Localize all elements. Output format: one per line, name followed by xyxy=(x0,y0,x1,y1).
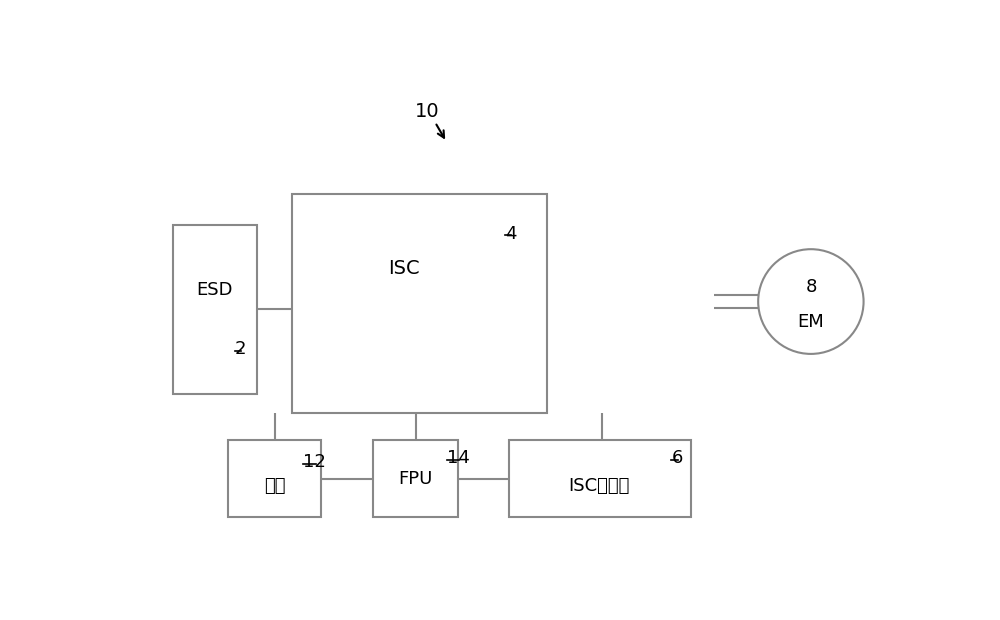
Text: ESD: ESD xyxy=(197,281,233,299)
Text: ISC: ISC xyxy=(388,259,420,278)
Text: 2: 2 xyxy=(235,340,247,358)
Bar xyxy=(292,193,547,413)
Text: ISC控制器: ISC控制器 xyxy=(569,477,630,495)
Circle shape xyxy=(758,249,864,354)
Text: 底盘: 底盘 xyxy=(264,477,285,495)
Text: EM: EM xyxy=(798,313,824,331)
Text: 10: 10 xyxy=(415,102,440,121)
Text: 12: 12 xyxy=(303,453,326,471)
Text: FPU: FPU xyxy=(398,470,433,488)
Text: 4: 4 xyxy=(505,224,516,242)
Text: 6: 6 xyxy=(671,450,683,467)
Bar xyxy=(228,440,321,517)
Text: 14: 14 xyxy=(447,450,470,467)
Text: 8: 8 xyxy=(806,278,818,296)
Bar xyxy=(509,440,691,517)
Bar xyxy=(173,224,257,394)
Bar xyxy=(373,440,458,517)
